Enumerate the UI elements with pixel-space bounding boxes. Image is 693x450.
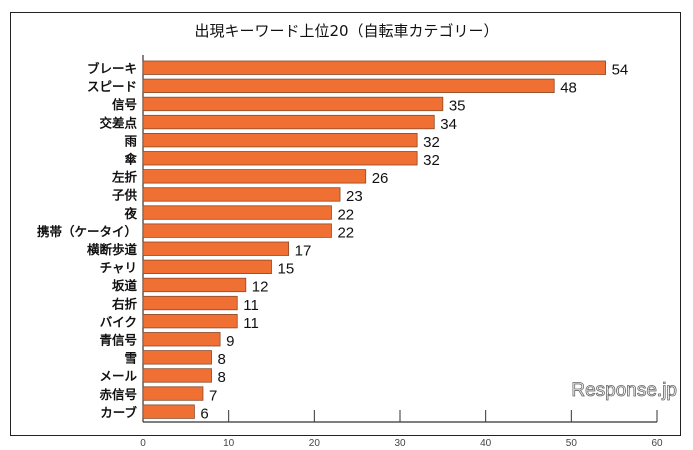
- bar: [142, 132, 418, 148]
- bar: [142, 295, 238, 311]
- bar: [142, 187, 341, 202]
- data-label: 15: [278, 261, 295, 278]
- data-label: 26: [372, 170, 389, 187]
- category-label: 携帯（ケータイ）: [37, 224, 137, 239]
- bar: [142, 386, 204, 401]
- x-tick-label: 60: [651, 438, 663, 449]
- data-label: 34: [440, 116, 457, 133]
- data-label: 32: [423, 134, 440, 151]
- data-label: 35: [449, 98, 466, 115]
- x-tick-label: 10: [223, 438, 235, 449]
- category-label: チャリ: [100, 260, 137, 275]
- data-label: 8: [218, 351, 226, 368]
- category-label: カーブ: [100, 405, 137, 420]
- data-label: 22: [337, 206, 354, 223]
- category-label: バイク: [100, 314, 137, 329]
- bar: [142, 332, 221, 347]
- data-label: 7: [209, 387, 217, 404]
- category-label: 青信号: [99, 333, 137, 348]
- bar: [142, 60, 607, 75]
- category-label: 右折: [111, 296, 138, 311]
- bar: [142, 169, 367, 184]
- category-label: 交差点: [99, 115, 137, 130]
- category-label: 信号: [112, 97, 137, 112]
- bar: [142, 350, 212, 365]
- data-label: 23: [346, 188, 363, 205]
- category-label: 坂道: [112, 278, 138, 293]
- chart-title: 出現キーワード上位20（自転車カテゴリー）: [194, 22, 499, 40]
- bar: [142, 313, 238, 329]
- bar: [142, 259, 272, 275]
- category-label: 傘: [124, 152, 137, 167]
- data-label: 6: [200, 405, 208, 422]
- data-label: 12: [252, 279, 269, 296]
- category-label: 左折: [111, 170, 138, 185]
- category-label: 雪: [124, 351, 137, 366]
- data-label: 32: [423, 152, 440, 169]
- bar: [142, 151, 418, 166]
- x-tick-label: 0: [140, 438, 146, 449]
- watermark-logo: Response.jp: [571, 380, 677, 402]
- bar: [142, 78, 555, 93]
- data-label: 9: [226, 333, 234, 350]
- data-label: 48: [560, 80, 577, 97]
- bar: [142, 205, 332, 220]
- x-tick-label: 40: [480, 438, 492, 449]
- category-label: 夜: [123, 206, 137, 221]
- bar: [142, 404, 195, 419]
- data-label: 11: [243, 297, 259, 314]
- bar: [142, 223, 332, 238]
- data-label: 8: [218, 369, 226, 386]
- chart-frame: [10, 12, 681, 436]
- x-tick-label: 30: [394, 438, 406, 449]
- data-label: 54: [612, 62, 629, 79]
- category-label: 横断歩道: [87, 242, 138, 257]
- category-label: メール: [99, 369, 137, 384]
- bar: [142, 114, 435, 130]
- bar: [142, 96, 444, 112]
- category-label: 雨: [124, 133, 137, 148]
- x-tick-label: 20: [309, 438, 321, 449]
- category-label: ブレーキ: [87, 61, 137, 76]
- category-label: 赤信号: [99, 387, 137, 402]
- x-tick-label: 50: [566, 438, 578, 449]
- bar: [142, 241, 290, 256]
- bar: [142, 368, 212, 383]
- category-label: 子供: [112, 188, 138, 203]
- bar: [142, 277, 247, 293]
- category-label: スピード: [87, 79, 137, 94]
- data-label: 17: [295, 243, 312, 260]
- data-label: 11: [243, 315, 259, 332]
- data-label: 22: [337, 224, 354, 241]
